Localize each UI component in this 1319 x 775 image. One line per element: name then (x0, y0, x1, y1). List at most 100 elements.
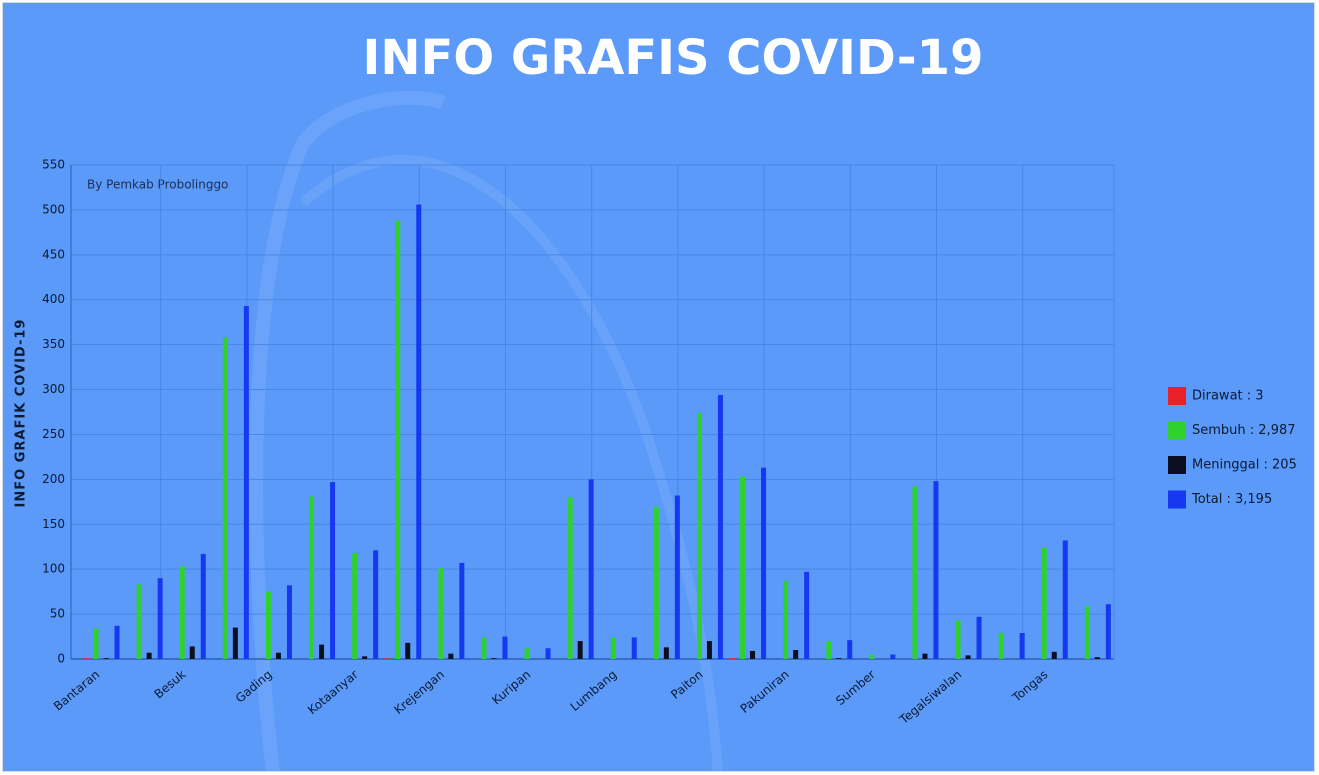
bar (114, 625, 120, 659)
bar (1051, 651, 1057, 659)
bar (804, 571, 810, 659)
bar (717, 394, 723, 659)
bar (502, 636, 508, 659)
x-tick-label: Besuk (152, 667, 189, 701)
bar (146, 652, 152, 659)
bar (1094, 657, 1100, 659)
bar (93, 628, 99, 659)
legend-label: Meninggal : 205 (1192, 458, 1297, 473)
x-tick-label: Bantaran (51, 667, 102, 713)
bar (836, 658, 842, 659)
y-tick-label: 550 (42, 158, 65, 172)
bar (912, 486, 918, 659)
bar (416, 204, 422, 659)
bar (1041, 547, 1047, 659)
y-tick-label: 0 (57, 652, 65, 666)
x-tick-label: Tongas (1009, 667, 1051, 705)
bar (438, 568, 444, 659)
legend-label: Dirawat : 3 (1192, 389, 1264, 404)
y-tick-label: 350 (42, 337, 65, 351)
bar (448, 653, 454, 659)
bar (965, 655, 971, 659)
bar (610, 637, 616, 659)
bar (103, 658, 109, 659)
bar (1019, 632, 1025, 659)
bar (998, 632, 1004, 659)
x-tick-label: Krejengan (391, 667, 447, 717)
bar (750, 650, 756, 659)
legend-swatch (1168, 490, 1186, 509)
y-tick-label: 500 (42, 202, 65, 216)
bar (157, 578, 163, 659)
bar (286, 585, 292, 659)
bar (663, 647, 669, 659)
x-tick-label: Tegalsiwalan (896, 667, 964, 727)
bar (740, 476, 746, 659)
bar (706, 641, 712, 659)
bar (136, 584, 142, 659)
y-axis-label: INFO GRAFIK COVID-19 (14, 319, 29, 508)
bar (309, 496, 315, 659)
x-tick-label: Pakuniran (738, 667, 792, 716)
bar (232, 627, 238, 659)
bar (243, 306, 249, 659)
bar (319, 644, 325, 659)
legend-swatch (1168, 387, 1186, 405)
bar (922, 653, 928, 659)
bar (761, 467, 767, 659)
y-tick-label: 300 (42, 382, 65, 396)
bar (847, 640, 853, 659)
bar (481, 637, 487, 659)
bar (826, 641, 832, 659)
bar (524, 648, 530, 659)
bar (222, 337, 228, 659)
bar (459, 562, 465, 659)
background-decoration (299, 155, 723, 771)
bar (362, 656, 368, 659)
bar (730, 658, 736, 659)
bar (1105, 604, 1111, 659)
y-tick-label: 450 (42, 247, 65, 261)
bar (577, 641, 583, 659)
bar (933, 481, 939, 659)
bar (352, 553, 358, 659)
bar (653, 507, 659, 659)
bar (83, 658, 89, 659)
y-tick-label: 250 (42, 427, 65, 441)
bar (1084, 606, 1090, 659)
bar (405, 642, 411, 659)
legend-swatch (1168, 456, 1186, 474)
x-tick-label: Lumbang (568, 667, 620, 714)
bar (631, 637, 637, 659)
chart-title: INFO GRAFIS COVID-19 (363, 30, 984, 86)
bar (869, 654, 875, 659)
x-tick-label: Sumber (833, 667, 878, 708)
x-tick-label: Kotaanyar (305, 667, 361, 717)
bar (189, 646, 195, 659)
bar (330, 482, 336, 659)
bar (179, 566, 185, 659)
bar (674, 495, 680, 659)
bar (567, 497, 573, 659)
bar (275, 652, 281, 659)
x-tick-label: Paiton (668, 667, 705, 702)
bar (783, 580, 789, 659)
y-tick-label: 200 (42, 472, 65, 486)
bar (696, 412, 702, 659)
bar (890, 654, 896, 659)
bar (200, 553, 206, 659)
y-tick-label: 150 (42, 517, 65, 531)
bar (491, 658, 497, 659)
y-tick-label: 100 (42, 562, 65, 576)
y-tick-label: 50 (50, 607, 65, 621)
bar (955, 620, 961, 659)
bar (1062, 540, 1068, 659)
chart-subtitle: By Pemkab Probolinggo (87, 178, 228, 192)
background-decoration (249, 90, 447, 771)
bar (545, 648, 551, 659)
bar (395, 220, 401, 660)
bar (588, 479, 594, 659)
bar (385, 658, 391, 659)
bar (793, 650, 799, 659)
